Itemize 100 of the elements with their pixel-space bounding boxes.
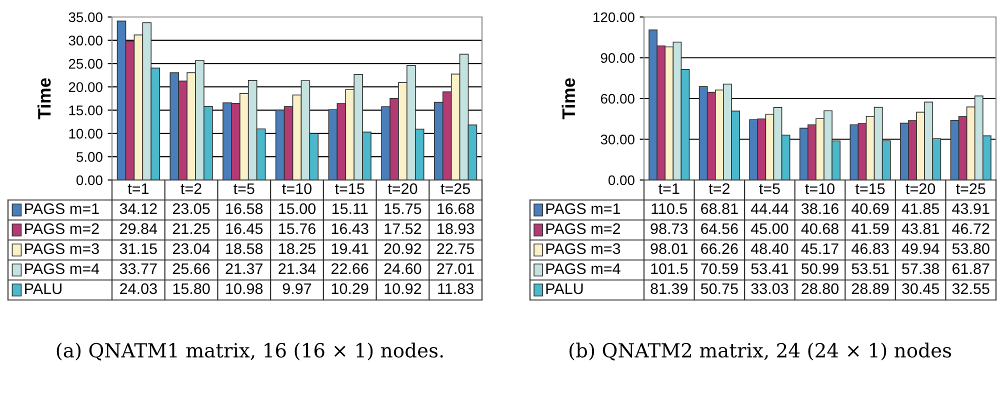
data-label: 24.60 <box>384 263 422 274</box>
text: (b) QNATM2 matrix, 24 (24 × 1) nodes <box>570 342 952 360</box>
data-label: 98.01 <box>650 243 688 254</box>
data-label: 29.84 <box>120 223 158 234</box>
x-tick-label: t=15 <box>855 183 885 194</box>
legend-label: PAGS m=4 <box>546 263 620 274</box>
data-label: 41.59 <box>852 223 889 234</box>
y-tick-label: 30.00 <box>68 36 102 46</box>
x-tick-label: t=20 <box>906 183 936 194</box>
y-tick-label: 5.00 <box>76 152 102 162</box>
data-label: 18.58 <box>226 243 263 254</box>
data-label: 40.68 <box>801 223 838 234</box>
data-label: 16.43 <box>332 223 368 234</box>
y-tick-label: 35.00 <box>68 12 102 22</box>
y-tick-label: 15.00 <box>69 105 102 116</box>
data-label: 45.17 <box>801 243 838 254</box>
y-tick-label: 90.00 <box>600 53 634 63</box>
legend-label: PAGS m=2 <box>546 223 620 234</box>
data-label: 22.75 <box>437 243 474 254</box>
data-label: 81.39 <box>650 283 688 294</box>
data-label: 30.45 <box>902 283 940 294</box>
data-label: 41.85 <box>902 203 940 214</box>
y-tick-label: 60.00 <box>600 94 634 104</box>
text: (a) QNATM1 matrix, 16 (16 × 1) nodes. <box>56 342 443 360</box>
y-axis-title: Time <box>38 78 51 120</box>
data-label: 48.40 <box>750 243 788 254</box>
data-label: 43.91 <box>952 203 990 214</box>
data-label: 16.45 <box>226 223 263 234</box>
data-label: 50.75 <box>700 283 738 294</box>
data-label: 16.58 <box>226 203 263 214</box>
data-label: 43.81 <box>902 223 939 234</box>
data-label: 21.25 <box>172 223 210 234</box>
data-label: 32.55 <box>952 283 990 294</box>
data-label: 53.51 <box>852 263 889 274</box>
data-label: 38.16 <box>801 203 838 214</box>
data-label: 15.80 <box>173 283 210 294</box>
x-tick-label: t=5 <box>234 183 254 194</box>
y-tick-label: 0.00 <box>608 175 634 186</box>
data-label: 66.26 <box>701 243 738 254</box>
data-label: 53.80 <box>952 243 990 254</box>
y-tick-label: 25.00 <box>68 58 102 69</box>
data-label: 21.34 <box>278 263 316 274</box>
data-label: 33.77 <box>120 263 157 274</box>
data-label: 20.92 <box>384 243 422 254</box>
x-tick-label: t=5 <box>759 183 780 194</box>
data-label: 53.41 <box>751 263 788 274</box>
data-label: 110.5 <box>652 203 688 214</box>
x-tick-label: t=10 <box>805 183 834 194</box>
y-tick-label: 120.00 <box>594 12 634 22</box>
data-label: 61.87 <box>952 263 990 274</box>
data-label: 34.12 <box>120 203 157 214</box>
x-tick-label: t=25 <box>956 183 986 194</box>
data-label: 17.52 <box>384 223 422 234</box>
legend-label: PAGS m=4 <box>25 263 100 274</box>
data-label: 10.92 <box>384 283 422 294</box>
data-label: 28.89 <box>852 283 889 294</box>
legend-label: PAGS m=1 <box>546 203 620 214</box>
data-label: 40.69 <box>852 203 889 214</box>
x-tick-label: t=1 <box>128 183 149 194</box>
data-label: 31.15 <box>120 243 157 254</box>
x-tick-label: t=20 <box>388 183 418 194</box>
legend-label: PAGS m=2 <box>25 223 99 234</box>
data-label: 46.83 <box>852 243 889 254</box>
data-label: 68.81 <box>701 203 738 214</box>
data-label: 16.68 <box>438 203 474 214</box>
data-label: 46.72 <box>952 223 990 234</box>
data-label: 15.76 <box>279 223 316 234</box>
x-tick-label: t=2 <box>708 183 730 194</box>
data-label: 10.29 <box>332 283 368 294</box>
data-label: 24.03 <box>120 283 157 294</box>
legend-label: PALU <box>25 283 62 294</box>
data-label: 18.93 <box>438 223 474 234</box>
data-label: 49.94 <box>902 243 940 254</box>
y-tick-label: 0.00 <box>76 175 102 186</box>
data-label: 98.73 <box>650 223 688 234</box>
x-tick-label: t=15 <box>335 183 364 194</box>
y-tick-label: 10.00 <box>69 128 102 139</box>
data-label: 11.83 <box>438 283 474 294</box>
data-label: 15.11 <box>332 203 368 214</box>
y-tick-label: 20.00 <box>68 82 102 92</box>
data-label: 25.66 <box>172 263 210 274</box>
data-label: 70.59 <box>701 263 738 274</box>
data-label: 57.38 <box>902 263 940 274</box>
data-label: 27.01 <box>437 263 474 274</box>
data-label: 15.75 <box>384 203 422 214</box>
data-label: 64.56 <box>701 223 738 234</box>
x-tick-label: t=1 <box>658 183 680 194</box>
y-axis-title: Time <box>562 78 576 120</box>
data-label: 18.25 <box>279 243 316 254</box>
data-label: 9.97 <box>282 283 312 294</box>
data-label: 44.44 <box>750 203 788 214</box>
x-tick-label: t=10 <box>282 183 312 194</box>
data-label: 21.37 <box>226 263 262 274</box>
legend-label: PAGS m=3 <box>546 243 620 254</box>
data-label: 19.41 <box>332 243 368 254</box>
data-label: 15.00 <box>279 203 316 214</box>
data-label: 23.04 <box>172 243 210 254</box>
legend-label: PAGS m=3 <box>25 243 99 254</box>
data-label: 50.99 <box>801 263 838 274</box>
legend-label: PAGS m=1 <box>25 203 99 214</box>
